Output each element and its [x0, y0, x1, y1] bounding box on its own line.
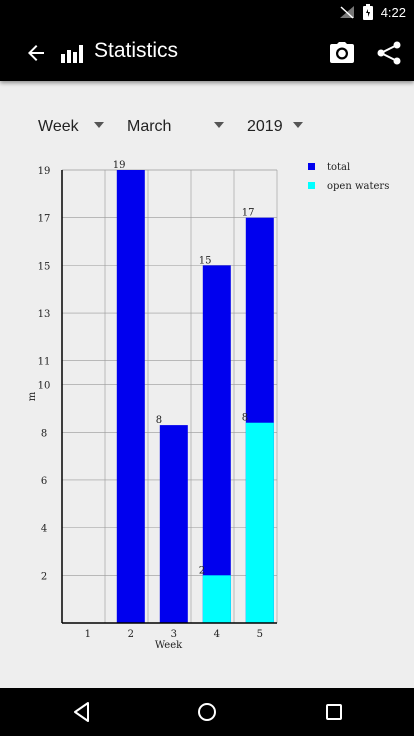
bar-total: [202, 265, 231, 623]
legend-label: total: [327, 162, 350, 173]
signal-off-icon: [339, 6, 354, 19]
year-caret-icon: [293, 122, 303, 128]
period-dropdown[interactable]: Week: [38, 112, 108, 142]
share-icon[interactable]: [376, 41, 402, 65]
y-tick-label: 8: [41, 428, 47, 439]
filter-bar: Week March 2019: [0, 112, 414, 142]
bar-total: [159, 425, 188, 623]
month-caret-icon: [214, 122, 224, 128]
data-label: 19: [113, 160, 126, 171]
y-tick-label: 17: [38, 214, 51, 225]
status-time: 4:22: [380, 4, 406, 20]
y-tick-label: 2: [41, 571, 47, 582]
x-tick-label: 3: [171, 629, 177, 640]
x-tick-label: 2: [128, 629, 134, 640]
data-label: 17: [242, 208, 255, 219]
camera-icon[interactable]: [329, 41, 355, 65]
bar-open-waters: [202, 575, 231, 623]
y-tick-label: 4: [41, 524, 47, 535]
year-dropdown[interactable]: 2019: [247, 112, 307, 142]
legend-swatch: [308, 163, 315, 170]
y-tick-label: 10: [38, 381, 51, 392]
y-tick-label: 6: [41, 476, 47, 487]
bar-total: [116, 170, 145, 623]
navigation-bar: [0, 688, 414, 736]
data-label: 8: [156, 415, 162, 426]
data-label: 2: [199, 565, 205, 576]
x-tick-label: 5: [257, 629, 263, 640]
year-value: 2019: [247, 118, 283, 135]
x-axis-label: Week: [155, 640, 183, 651]
nav-home-icon[interactable]: [195, 700, 219, 724]
status-bar: 4:22: [0, 0, 414, 25]
month-dropdown[interactable]: March: [127, 112, 227, 142]
y-tick-label: 13: [38, 309, 51, 320]
bar-chart-icon: [61, 45, 83, 63]
y-tick-label: 19: [38, 166, 51, 177]
data-label: 15: [199, 255, 212, 266]
x-tick-label: 4: [214, 629, 220, 640]
month-value: March: [127, 118, 172, 135]
app-bar: Statistics: [0, 25, 414, 81]
bar-open-waters: [245, 422, 274, 623]
battery-icon: [362, 4, 373, 20]
back-arrow-icon[interactable]: [24, 41, 48, 65]
y-tick-label: 15: [38, 261, 51, 272]
legend-swatch: [308, 182, 315, 189]
nav-back-icon[interactable]: [70, 700, 94, 724]
y-axis-label: m: [27, 391, 38, 401]
page-title: Statistics: [94, 39, 179, 62]
period-value: Week: [38, 118, 79, 135]
status-icons: 4:22: [339, 4, 406, 20]
statistics-chart: 2 4 6 8 10 11 13 15 17 19 1 2 3 4 5 19 8 15 17 2 8 Week m total…: [27, 160, 389, 651]
x-tick-label: 1: [85, 629, 91, 640]
legend-label: open waters: [327, 181, 389, 192]
y-tick-label: 11: [38, 357, 51, 368]
period-caret-icon: [94, 122, 104, 128]
data-label: 8: [242, 413, 248, 424]
nav-recents-icon[interactable]: [322, 700, 346, 724]
